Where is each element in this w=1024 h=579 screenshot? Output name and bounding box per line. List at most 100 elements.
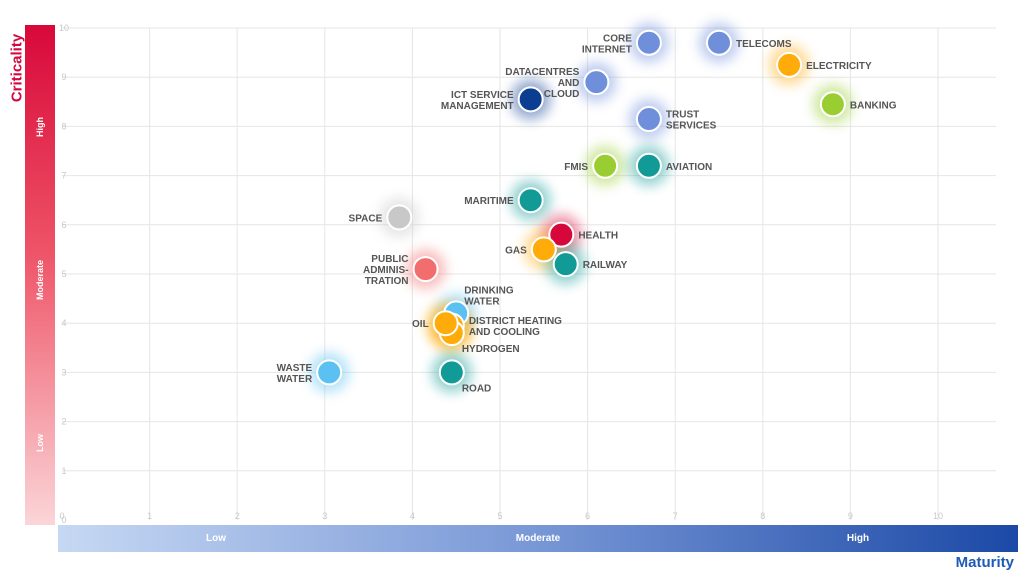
x-tick-labels: 0 1 2 3 4 5 6 7 8 9 10: [59, 511, 943, 521]
point-label-line: OIL: [412, 319, 429, 330]
point-label-line: AND: [558, 78, 580, 89]
point-label-line: WATER: [464, 296, 500, 307]
y-tick-label: 2: [61, 417, 66, 427]
x-tick-label: 10: [933, 511, 943, 521]
x-level-low: Low: [206, 533, 226, 544]
x-tick-label: 3: [322, 511, 327, 521]
point-label: FMIS: [564, 162, 588, 173]
point-label-line: ELECTRICITY: [806, 61, 872, 72]
criticality-gradient-bar: High Moderate Low: [25, 25, 55, 525]
y-tick-label: 6: [61, 220, 66, 230]
data-point: [412, 256, 439, 283]
point-label-line: BANKING: [850, 100, 897, 111]
y-tick-label: 1: [61, 466, 66, 476]
point-label-line: PUBLIC: [371, 254, 408, 265]
grid: [62, 27, 996, 520]
point-label-line: AND COOLING: [469, 327, 540, 338]
point-label: SPACE: [349, 213, 383, 224]
data-points: [316, 29, 846, 386]
data-point: [776, 51, 803, 78]
point-label: RAILWAY: [583, 260, 628, 271]
data-point: [592, 152, 619, 179]
point-label-line: SPACE: [349, 213, 383, 224]
y-axis-title: Criticality: [8, 33, 26, 103]
x-tick-label: 4: [410, 511, 415, 521]
point-label-line: RAILWAY: [583, 260, 628, 271]
point-label-line: CLOUD: [544, 89, 580, 100]
point-label: HEALTH: [578, 231, 618, 242]
point-label-line: HYDROGEN: [462, 344, 520, 355]
x-level-high: High: [846, 533, 870, 544]
point-label-line: DISTRICT HEATING: [469, 316, 562, 327]
x-level-moderate: Moderate: [515, 533, 561, 544]
x-tick-label: 0: [59, 511, 64, 521]
x-axis-title: Maturity: [955, 554, 1014, 571]
y-tick-label: 3: [61, 367, 66, 377]
data-point: [552, 251, 579, 278]
point-label-line: GAS: [505, 245, 527, 256]
point-label: DRINKING WATER: [464, 285, 514, 307]
point-label-line: TRATION: [365, 276, 409, 287]
point-label: ELECTRICITY: [806, 61, 872, 72]
x-tick-label: 5: [497, 511, 502, 521]
x-tick-label: 1: [147, 511, 152, 521]
data-point: [635, 152, 662, 179]
maturity-gradient-bar: Low Moderate High: [58, 525, 1018, 552]
y-tick-label: 8: [61, 121, 66, 131]
point-label: ICT SERVICE MANAGEMENT: [441, 90, 514, 112]
point-label: CORE INTERNET: [582, 33, 632, 55]
data-point: [517, 86, 544, 113]
y-tick-labels: 0 1 2 3 4 5 6 7 8 9 10: [59, 23, 69, 525]
point-label-line: MARITIME: [464, 196, 514, 207]
data-point: [819, 91, 846, 118]
point-label: AVIATION: [666, 162, 712, 173]
point-label: WASTE WATER: [277, 363, 313, 385]
point-label: DISTRICT HEATING AND COOLING: [469, 316, 562, 338]
point-label: TRUST SERVICES: [666, 110, 717, 132]
point-label-line: CORE: [603, 33, 632, 44]
point-label-line: WATER: [277, 374, 313, 385]
point-label: DATACENTRES AND CLOUD: [505, 67, 579, 100]
point-label-line: FMIS: [564, 162, 588, 173]
x-tick-label: 8: [760, 511, 765, 521]
point-label: ROAD: [462, 383, 491, 394]
point-label-line: DATACENTRES: [505, 67, 579, 78]
point-label-line: DRINKING: [464, 285, 514, 296]
data-point: [583, 69, 610, 96]
point-label: BANKING: [850, 100, 897, 111]
point-label-line: TRUST: [666, 110, 699, 121]
data-point: [706, 29, 732, 56]
x-tick-label: 2: [235, 511, 240, 521]
y-tick-label: 9: [61, 72, 66, 82]
x-tick-label: 6: [585, 511, 590, 521]
data-point: [635, 106, 662, 133]
point-label-line: HEALTH: [578, 231, 618, 242]
y-tick-label: 0: [61, 515, 66, 525]
data-point: [316, 359, 343, 386]
point-label: TELECOMS: [736, 39, 792, 50]
data-point: [517, 187, 544, 214]
point-label-line: ROAD: [462, 383, 491, 394]
data-point: [438, 359, 465, 386]
x-tick-label: 9: [848, 511, 853, 521]
point-label-line: ADMINIS-: [363, 265, 409, 276]
point-labels: CORE INTERNET TELECOMS ELECTRICITY DATACENTR…: [277, 33, 897, 394]
point-label-line: WASTE: [277, 363, 313, 374]
y-tick-label: 4: [61, 318, 66, 328]
data-point: [635, 29, 662, 56]
point-label: HYDROGEN: [462, 344, 520, 355]
data-point: [432, 310, 459, 337]
point-label-line: AVIATION: [666, 162, 712, 173]
x-tick-label: 7: [673, 511, 678, 521]
point-label-line: SERVICES: [666, 121, 717, 132]
point-label-line: INTERNET: [582, 44, 632, 55]
point-label: GAS: [505, 245, 527, 256]
point-label-line: ICT SERVICE: [451, 90, 514, 101]
data-point: [548, 221, 575, 248]
data-point: [386, 204, 413, 231]
point-label: MARITIME: [464, 196, 514, 207]
data-point: [530, 236, 557, 263]
point-label-line: MANAGEMENT: [441, 101, 514, 112]
point-label: PUBLIC ADMINIS-TRATION: [363, 254, 409, 287]
